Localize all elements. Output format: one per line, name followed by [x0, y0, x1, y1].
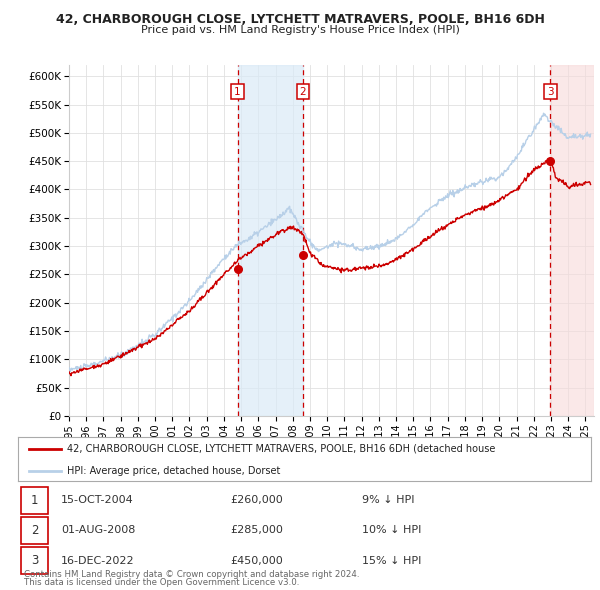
Text: HPI: Average price, detached house, Dorset: HPI: Average price, detached house, Dors… [67, 466, 280, 476]
Text: 16-DEC-2022: 16-DEC-2022 [61, 556, 134, 566]
Text: 2: 2 [299, 87, 306, 97]
Text: £260,000: £260,000 [230, 495, 283, 505]
Text: 42, CHARBOROUGH CLOSE, LYTCHETT MATRAVERS, POOLE, BH16 6DH: 42, CHARBOROUGH CLOSE, LYTCHETT MATRAVER… [56, 13, 544, 26]
Text: 01-AUG-2008: 01-AUG-2008 [61, 526, 136, 536]
Text: 1: 1 [234, 87, 241, 97]
Text: Contains HM Land Registry data © Crown copyright and database right 2024.: Contains HM Land Registry data © Crown c… [24, 570, 359, 579]
Text: £285,000: £285,000 [230, 526, 283, 536]
Text: Price paid vs. HM Land Registry's House Price Index (HPI): Price paid vs. HM Land Registry's House … [140, 25, 460, 35]
Text: 3: 3 [547, 87, 554, 97]
Text: 9% ↓ HPI: 9% ↓ HPI [362, 495, 415, 505]
Text: 10% ↓ HPI: 10% ↓ HPI [362, 526, 421, 536]
Text: 42, CHARBOROUGH CLOSE, LYTCHETT MATRAVERS, POOLE, BH16 6DH (detached house: 42, CHARBOROUGH CLOSE, LYTCHETT MATRAVER… [67, 444, 495, 454]
Text: £450,000: £450,000 [230, 556, 283, 566]
Text: 15% ↓ HPI: 15% ↓ HPI [362, 556, 421, 566]
Bar [238, 65, 303, 416]
FancyBboxPatch shape [21, 517, 49, 544]
Text: 1: 1 [31, 494, 38, 507]
Text: 2: 2 [31, 524, 38, 537]
Text: 15-OCT-2004: 15-OCT-2004 [61, 495, 134, 505]
FancyBboxPatch shape [21, 487, 49, 514]
FancyBboxPatch shape [21, 547, 49, 574]
Text: 3: 3 [31, 554, 38, 567]
Text: This data is licensed under the Open Government Licence v3.0.: This data is licensed under the Open Gov… [24, 578, 299, 587]
Bar [550, 65, 594, 416]
